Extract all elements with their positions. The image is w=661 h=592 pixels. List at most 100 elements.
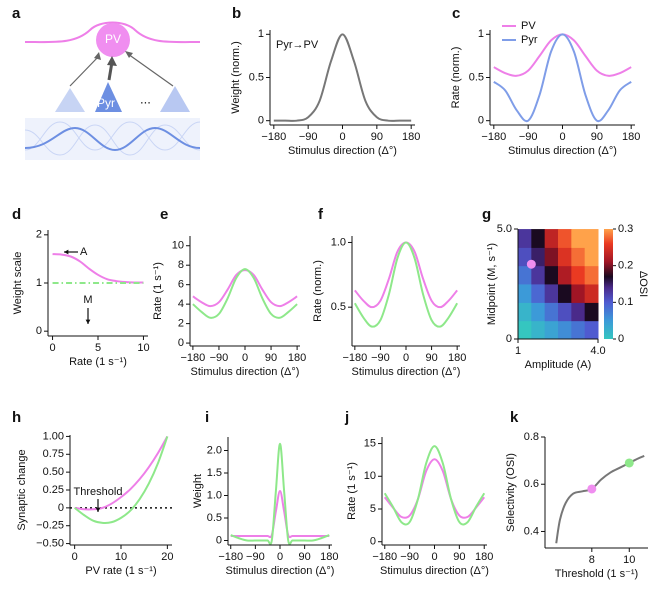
y-tick-label: 0 [36, 325, 42, 337]
y-tick-label: 0.5 [207, 512, 222, 524]
y-tick-label: 2 [178, 318, 184, 330]
heatmap-cell [584, 302, 599, 322]
y-axis-label: Midpoint (M, s⁻¹) [486, 243, 498, 325]
x-tick-label: 90 [591, 131, 603, 143]
heatmap-cell [531, 320, 546, 340]
arrow-head [94, 52, 101, 60]
y-axis-label: Synaptic change [16, 449, 28, 530]
x-tick-label: 90 [425, 352, 437, 364]
heatmap-cell [558, 265, 572, 285]
x-tick-label: 180 [475, 551, 493, 563]
x-tick-label: 180 [622, 131, 640, 143]
y-tick-label: 0.8 [524, 431, 539, 443]
series-line [230, 489, 330, 539]
y-tick-label: −0.25 [36, 520, 64, 532]
panel-label: f [318, 206, 324, 223]
x-tick-label: −90 [371, 352, 390, 364]
heatmap-cell [558, 320, 572, 340]
arrow-head [107, 56, 117, 66]
y-axis-label: Rate (norm.) [450, 47, 462, 109]
y-tick-label: 5.0 [497, 223, 512, 235]
x-tick-label: 0 [49, 342, 55, 354]
y-tick-label: 0.5 [469, 71, 484, 83]
input-tuning [24, 121, 201, 151]
x-axis-label: Threshold (1 s⁻¹) [555, 568, 638, 580]
series-line [353, 241, 459, 328]
x-tick-label: 10 [623, 554, 635, 566]
x-tick-label: 180 [288, 352, 306, 364]
input-tuning [24, 124, 201, 156]
x-tick-label: 180 [320, 551, 338, 563]
y-axis-label: Rate (norm.) [312, 260, 324, 322]
x-tick-label: 90 [265, 352, 277, 364]
legend-label: PV [521, 20, 536, 32]
x-tick-label: 0 [72, 551, 78, 563]
series-line [555, 454, 645, 544]
x-tick-label: 5 [95, 342, 101, 354]
series-line [74, 436, 169, 524]
y-tick-label: 6 [178, 279, 184, 291]
x-tick-label: 90 [299, 551, 311, 563]
x-tick-label: −90 [210, 352, 229, 364]
y-tick-label: 1.0 [207, 489, 222, 501]
heatmap-cell [518, 229, 532, 248]
x-tick-label: 10 [115, 551, 127, 563]
series-line [52, 253, 144, 284]
heatmap-cell [518, 302, 532, 322]
annotation: Pyr→PV [276, 39, 319, 51]
y-tick-label: 8 [178, 259, 184, 271]
series-line [383, 458, 486, 519]
arrow-head [64, 249, 69, 255]
series-line [354, 241, 458, 309]
x-axis-label: Stimulus direction (Δ°) [352, 366, 461, 378]
marker [587, 484, 597, 494]
y-tick-label: 0 [58, 502, 64, 514]
ellipsis: ... [140, 91, 151, 106]
y-tick-label: 0.50 [43, 466, 64, 478]
heatmap-cell [571, 284, 586, 303]
heatmap-cell [571, 229, 586, 248]
panel-label: e [160, 206, 168, 223]
series-line [383, 445, 486, 526]
arrow-head [95, 507, 101, 512]
y-tick-label: −0.50 [36, 537, 64, 549]
marker [526, 259, 536, 269]
x-tick-label: 90 [453, 551, 465, 563]
x-tick-label: −90 [400, 551, 419, 563]
y-axis-label: Weight [192, 474, 204, 508]
pv-node [96, 23, 130, 57]
arrow-head [85, 319, 91, 324]
x-tick-label: −180 [342, 352, 367, 364]
y-tick-label: 1 [258, 28, 264, 40]
y-tick-label: 10 [364, 470, 376, 482]
x-tick-label: 8 [589, 554, 595, 566]
heatmap-cell [558, 247, 572, 267]
legend-label: Pyr [521, 34, 538, 46]
marker [624, 458, 634, 468]
heatmap-cell [544, 284, 559, 303]
y-axis-label: Selectivity (OSI) [505, 453, 517, 532]
y-tick-label: 0.75 [43, 448, 64, 460]
heatmap-cell [544, 302, 559, 322]
pyr-label: Pyr [97, 96, 115, 110]
x-axis-label: Stimulus direction (Δ°) [380, 565, 489, 577]
colorbar [604, 229, 613, 339]
x-axis-label: PV rate (1 s⁻¹) [85, 565, 156, 577]
panel-label: h [12, 409, 21, 426]
x-tick-label: 180 [402, 131, 420, 143]
x-tick-label: 0 [403, 352, 409, 364]
series-line [493, 33, 632, 123]
y-tick-label: 0.5 [331, 301, 346, 313]
x-tick-label: −90 [299, 131, 318, 143]
x-tick-label: 180 [448, 352, 466, 364]
heatmap-cell [531, 265, 546, 285]
heatmap-cell [531, 229, 546, 248]
pyr-tuning [24, 126, 201, 152]
x-tick-label: 10 [137, 342, 149, 354]
heatmap-cell [518, 320, 532, 340]
y-tick-label: 0.25 [43, 484, 64, 496]
x-tick-label: 4.0 [590, 345, 605, 357]
y-tick-label: 5 [370, 503, 376, 515]
x-tick-label: −90 [246, 551, 265, 563]
colorbar-tick-label: 0 [618, 333, 624, 345]
